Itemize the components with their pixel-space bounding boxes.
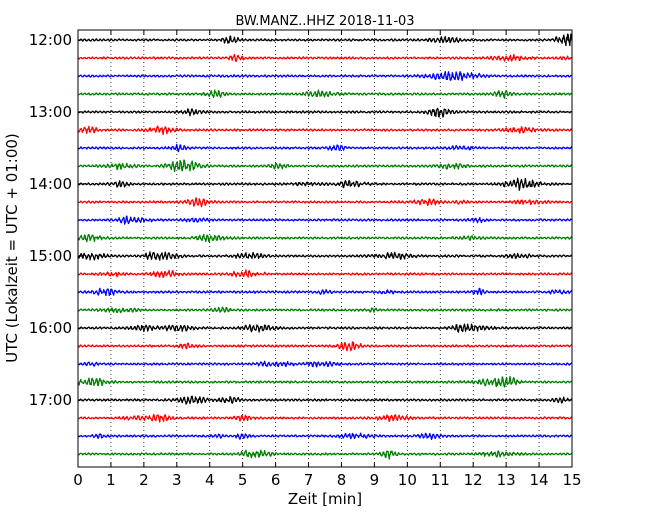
x-tick-label: 11 bbox=[431, 471, 450, 489]
plot-frame bbox=[77, 29, 573, 468]
y-tick-label: 12:00 bbox=[29, 31, 72, 49]
seismic-trace bbox=[77, 143, 573, 153]
chart-title: BW.MANZ..HHZ 2018-11-03 bbox=[235, 14, 414, 29]
x-tick-label: 14 bbox=[530, 471, 549, 489]
y-tick-label: 16:00 bbox=[29, 319, 72, 337]
seismic-trace bbox=[77, 215, 573, 225]
x-tick-label: 9 bbox=[370, 471, 380, 489]
seismic-trace bbox=[77, 449, 573, 460]
seismic-trace bbox=[77, 53, 573, 63]
seismic-trace bbox=[77, 269, 573, 279]
y-tick-label: 17:00 bbox=[29, 391, 72, 409]
y-tick-label: 14:00 bbox=[29, 175, 72, 193]
x-tick-label: 5 bbox=[238, 471, 248, 489]
seismic-trace bbox=[77, 125, 573, 136]
grid-layer bbox=[110, 30, 540, 467]
x-axis-label: Zeit [min] bbox=[288, 490, 362, 508]
seismic-trace bbox=[77, 107, 573, 118]
seismic-trace bbox=[77, 251, 573, 261]
seismic-trace bbox=[77, 159, 573, 173]
x-tick-label: 2 bbox=[139, 471, 149, 489]
x-tick-label: 7 bbox=[304, 471, 314, 489]
y-tick-label: 15:00 bbox=[29, 247, 72, 265]
x-tick-label: 10 bbox=[398, 471, 417, 489]
x-tick-label: 8 bbox=[337, 471, 347, 489]
seismic-trace bbox=[77, 432, 573, 441]
x-tick-labels: 0 1 2 3 4 5 6 7 8 9 10 11 12 13 14 15 bbox=[73, 471, 581, 489]
seismic-trace bbox=[77, 395, 573, 405]
x-tick-label: 13 bbox=[497, 471, 516, 489]
y-tick-label: 13:00 bbox=[29, 103, 72, 121]
x-tick-label: 15 bbox=[562, 471, 581, 489]
seismic-trace bbox=[77, 360, 573, 368]
seismic-trace bbox=[77, 177, 573, 191]
x-tick-label: 3 bbox=[172, 471, 182, 489]
trace-layer bbox=[77, 33, 573, 460]
seismic-trace bbox=[77, 197, 573, 208]
tick-layer bbox=[77, 30, 573, 467]
y-tick-labels: 12:00 13:00 14:00 15:00 16:00 17:00 bbox=[29, 31, 72, 409]
seismic-trace bbox=[77, 70, 573, 82]
seismic-trace bbox=[77, 306, 573, 314]
seismic-trace bbox=[77, 413, 573, 423]
x-tick-label: 12 bbox=[464, 471, 483, 489]
seismic-trace bbox=[77, 233, 573, 243]
seismic-trace bbox=[77, 89, 573, 99]
seismic-trace bbox=[77, 375, 573, 388]
x-tick-label: 1 bbox=[106, 471, 116, 489]
seismic-trace bbox=[77, 33, 573, 47]
x-tick-label: 0 bbox=[73, 471, 83, 489]
seismic-trace bbox=[77, 323, 573, 333]
x-tick-label: 4 bbox=[205, 471, 215, 489]
seismic-trace bbox=[77, 341, 573, 352]
x-tick-label: 6 bbox=[271, 471, 281, 489]
y-axis-label: UTC (Lokalzeit = UTC + 01:00) bbox=[3, 133, 21, 363]
seismic-trace bbox=[77, 287, 573, 297]
